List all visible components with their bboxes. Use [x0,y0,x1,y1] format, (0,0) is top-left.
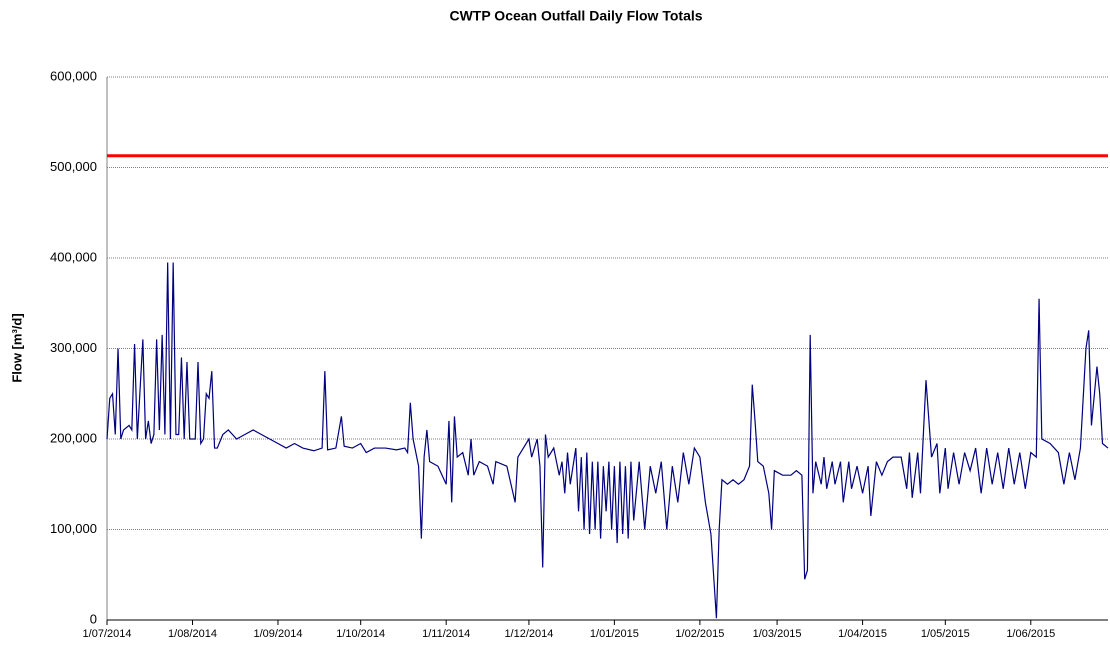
x-tick-label: 1/02/2015 [675,628,724,640]
y-tick-label: 0 [90,611,97,626]
x-tick-label: 1/01/2015 [590,628,639,640]
x-tick-label: 1/12/2014 [504,628,553,640]
y-tick-label: 100,000 [50,521,97,536]
chart-title: CWTP Ocean Outfall Daily Flow Totals [449,8,702,24]
x-tick-label: 1/03/2015 [753,628,802,640]
y-tick-label: 600,000 [50,68,97,83]
x-tick-label: 1/11/2014 [422,628,470,640]
y-tick-label: 400,000 [50,249,97,264]
y-tick-label: 200,000 [50,430,97,445]
x-tick-label: 1/07/2014 [83,628,132,640]
flow-line [106,262,1109,619]
x-tick-label: 1/09/2014 [254,628,303,640]
x-tick-label: 1/04/2015 [838,628,887,640]
x-tick-label: 1/10/2014 [336,628,385,640]
y-axis-label: Flow [m³/d] [9,313,24,382]
x-tick-label: 1/06/2015 [1006,628,1055,640]
x-tick-label: 1/08/2014 [168,628,217,640]
y-tick-label: 500,000 [50,159,97,174]
y-tick-label: 300,000 [50,340,97,355]
x-tick-label: 1/05/2015 [921,628,970,640]
